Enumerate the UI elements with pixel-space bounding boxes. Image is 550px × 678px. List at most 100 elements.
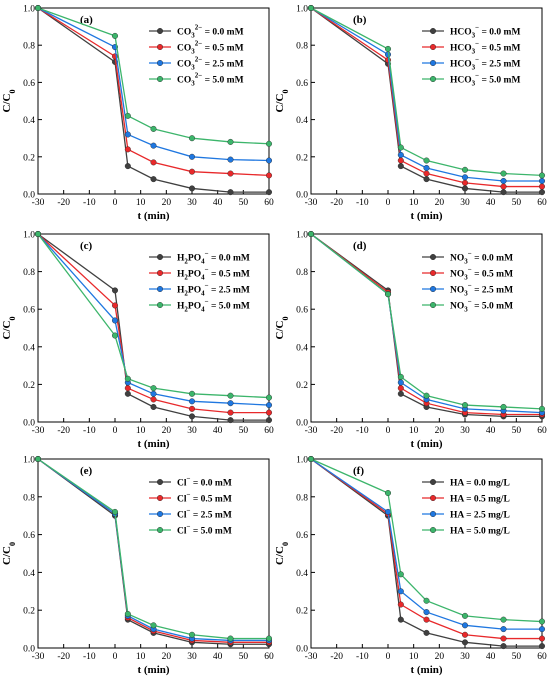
data-point bbox=[397, 601, 404, 608]
data-point bbox=[111, 317, 118, 324]
data-point bbox=[539, 177, 546, 184]
legend-label: Cl− = 0.0 mM bbox=[177, 475, 232, 489]
data-point bbox=[397, 144, 404, 151]
legend-marker bbox=[156, 302, 163, 309]
data-point bbox=[227, 417, 234, 424]
legend: Cl− = 0.0 mM Cl− = 0.5 mM Cl− = 2.5 mM Cl− … bbox=[149, 475, 232, 537]
x-tick-label: -20 bbox=[330, 426, 343, 436]
x-tick-label: 30 bbox=[460, 198, 470, 208]
y-tick-label: 0.0 bbox=[23, 191, 35, 201]
legend-marker bbox=[430, 286, 437, 293]
data-point bbox=[188, 185, 195, 192]
x-tick-label: 10 bbox=[409, 426, 419, 436]
x-tick-label: 0 bbox=[113, 426, 118, 436]
data-point bbox=[397, 588, 404, 595]
data-point bbox=[266, 402, 273, 409]
y-axis-title: C/C0 bbox=[1, 542, 17, 565]
data-point bbox=[423, 157, 430, 164]
x-tick-label: 60 bbox=[537, 652, 547, 662]
data-point bbox=[423, 616, 430, 623]
x-tick-label: 40 bbox=[213, 652, 223, 662]
y-axis-title: C/C0 bbox=[1, 90, 17, 113]
legend-label: HA = 0.5 mg/L bbox=[450, 495, 510, 505]
legend-label: CO32− = 0.5 mM bbox=[177, 40, 244, 56]
y-tick-label: 0.6 bbox=[23, 531, 35, 541]
x-tick-label: -10 bbox=[356, 198, 369, 208]
data-point bbox=[423, 609, 430, 616]
legend-label: HA = 2.5 mg/L bbox=[450, 511, 510, 521]
panel-2: -30 -20 -10 0 10 20 30 40 50 60 0.0 0.2 0.4 0.6 0.8 1.0… bbox=[274, 5, 547, 223]
legend-label: CO32− = 2.5 mM bbox=[177, 56, 244, 72]
data-point bbox=[462, 622, 469, 629]
data-point bbox=[188, 413, 195, 420]
legend-label: CO32− = 5.0 mM bbox=[177, 72, 244, 88]
y-tick-label: 0.6 bbox=[23, 79, 35, 89]
x-axis-title: t (min) bbox=[137, 664, 169, 676]
data-point bbox=[227, 189, 234, 196]
x-tick-label: -10 bbox=[356, 652, 369, 662]
data-point bbox=[539, 183, 546, 190]
legend-label: H2PO4− = 0.5 mM bbox=[177, 266, 250, 282]
x-tick-label: 60 bbox=[537, 426, 547, 436]
data-point bbox=[462, 185, 469, 192]
data-point bbox=[227, 392, 234, 399]
data-point bbox=[385, 490, 392, 497]
legend-marker bbox=[430, 495, 437, 502]
data-point bbox=[266, 189, 273, 196]
legend-label: Cl− = 5.0 mM bbox=[177, 523, 232, 537]
data-point bbox=[423, 170, 430, 177]
x-tick-label: -10 bbox=[83, 198, 96, 208]
plot-frame bbox=[310, 7, 543, 195]
data-point bbox=[423, 164, 430, 171]
y-tick-label: 0.4 bbox=[296, 116, 308, 126]
y-tick-label: 0.8 bbox=[296, 493, 308, 503]
x-axis-title: t (min) bbox=[410, 438, 442, 450]
y-tick-label: 0.4 bbox=[23, 116, 35, 126]
y-tick-label: 0.2 bbox=[296, 153, 308, 163]
x-tick-label: 60 bbox=[264, 652, 274, 662]
data-point bbox=[539, 405, 546, 412]
plot-frame bbox=[37, 7, 270, 195]
data-point bbox=[124, 390, 131, 397]
x-tick-label: 20 bbox=[435, 198, 445, 208]
data-point bbox=[266, 409, 273, 416]
y-tick-label: 0.8 bbox=[23, 268, 35, 278]
data-point bbox=[266, 394, 273, 401]
legend-label: H2PO4− = 2.5 mM bbox=[177, 282, 250, 298]
data-point bbox=[539, 618, 546, 625]
legend-marker bbox=[156, 44, 163, 51]
data-point bbox=[385, 45, 392, 52]
y-tick-label: 0.0 bbox=[296, 645, 308, 655]
x-tick-label: -20 bbox=[57, 198, 70, 208]
panel-label: (f) bbox=[353, 465, 364, 477]
legend-label: Cl− = 0.5 mM bbox=[177, 491, 232, 505]
x-tick-label: 10 bbox=[136, 198, 146, 208]
y-tick-label: 0.8 bbox=[296, 42, 308, 52]
x-tick-label: 30 bbox=[460, 426, 470, 436]
data-point bbox=[385, 508, 392, 515]
data-point bbox=[124, 610, 131, 617]
data-point bbox=[150, 390, 157, 397]
y-tick-label: 0.6 bbox=[296, 531, 308, 541]
data-point bbox=[385, 291, 392, 298]
y-tick-label: 0.4 bbox=[23, 343, 35, 353]
data-point bbox=[150, 159, 157, 166]
legend-marker bbox=[430, 60, 437, 67]
data-point bbox=[35, 456, 42, 463]
legend-marker bbox=[156, 495, 163, 502]
x-tick-label: 50 bbox=[239, 426, 249, 436]
data-point bbox=[423, 176, 430, 183]
y-tick-label: 0.2 bbox=[23, 607, 35, 617]
panel-label: (c) bbox=[80, 240, 93, 252]
data-point bbox=[150, 385, 157, 392]
data-point bbox=[266, 635, 273, 642]
data-point bbox=[462, 402, 469, 409]
y-tick-label: 0.4 bbox=[296, 343, 308, 353]
y-tick-label: 1.0 bbox=[296, 5, 308, 15]
x-tick-label: 50 bbox=[239, 652, 249, 662]
x-tick-label: 0 bbox=[113, 198, 118, 208]
x-tick-label: 40 bbox=[486, 198, 496, 208]
legend-marker bbox=[430, 479, 437, 486]
